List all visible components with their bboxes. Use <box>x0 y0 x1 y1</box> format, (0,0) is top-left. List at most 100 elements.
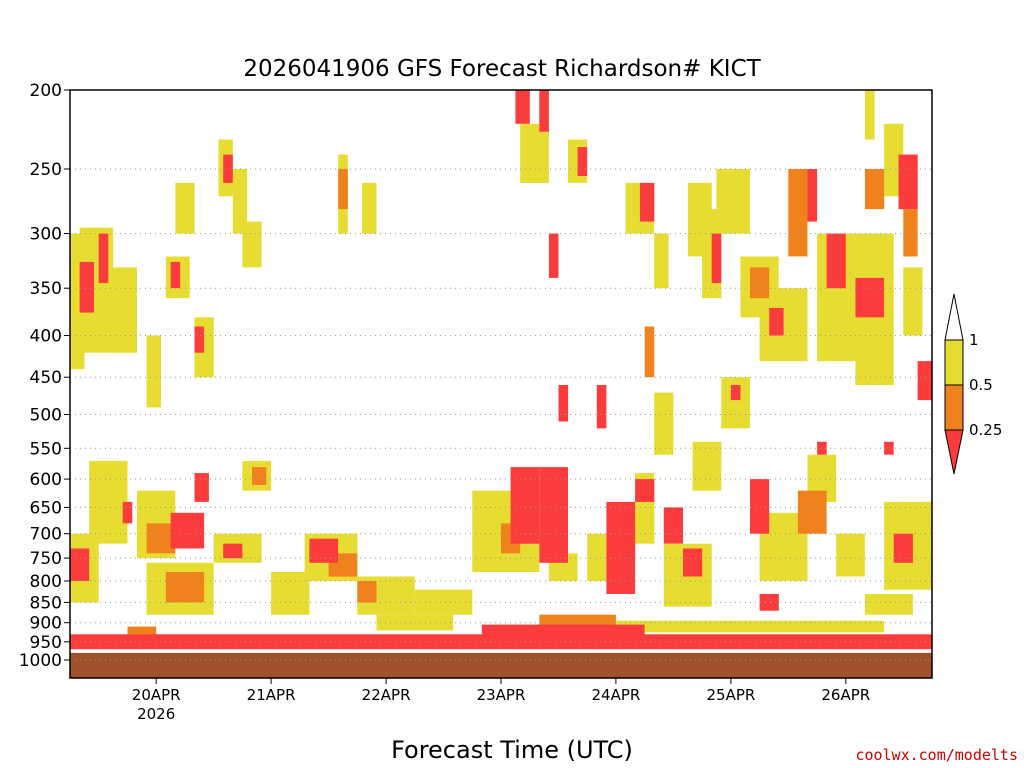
y-tick-label: 950 <box>30 633 62 653</box>
ri-region <box>730 385 741 401</box>
credit-link[interactable]: coolwx.com/modelts <box>855 746 1018 764</box>
ri-region <box>606 501 636 594</box>
ri-region <box>539 90 549 132</box>
ri-region <box>903 267 923 336</box>
ri-region <box>587 533 607 581</box>
y-tick-label: 900 <box>30 614 62 634</box>
y-tick-label: 850 <box>30 593 62 613</box>
ri-region <box>70 634 932 650</box>
ri-region <box>817 441 827 455</box>
ri-region <box>170 261 181 289</box>
ri-region <box>271 572 310 615</box>
ri-region <box>146 335 161 408</box>
y-tick-label: 250 <box>30 160 62 180</box>
y-tick-label: 750 <box>30 549 62 569</box>
ri-region <box>548 233 559 278</box>
ri-region <box>683 548 703 577</box>
ri-region <box>520 123 549 183</box>
ri-region <box>232 169 248 234</box>
ri-region <box>917 361 932 401</box>
ri-region <box>558 385 569 422</box>
ri-region <box>194 326 205 353</box>
colorbar-segment <box>944 339 964 386</box>
colorbar-segment <box>944 384 964 431</box>
ri-region <box>510 467 540 544</box>
ri-region <box>414 589 473 615</box>
colorbar-tick-label: 1 <box>969 331 979 349</box>
ri-region <box>750 479 770 534</box>
ri-regions <box>70 90 932 650</box>
ri-region <box>362 182 377 234</box>
ri-region <box>165 572 205 603</box>
y-tick-label: 350 <box>30 279 62 299</box>
y-tick-label: 200 <box>30 81 62 101</box>
ri-region <box>596 385 607 429</box>
y-tick-label: 400 <box>30 327 62 347</box>
y-tick-label: 700 <box>30 525 62 545</box>
ri-region <box>223 543 243 559</box>
ri-region <box>113 267 137 353</box>
y-tick-label: 450 <box>30 368 62 388</box>
colorbar: 1 0.5 0.25 <box>944 293 1002 475</box>
y-axis: 200 250 300 350 400 450 500 550 600 650 700 750 8008… <box>19 81 70 671</box>
ri-region <box>635 479 655 502</box>
ri-region <box>884 441 894 455</box>
ri-region <box>568 620 885 633</box>
ri-region <box>577 147 588 176</box>
ri-region <box>865 594 913 615</box>
ri-region <box>797 490 827 534</box>
x-tick-label: 24APR <box>591 686 640 704</box>
ri-region <box>639 182 655 222</box>
ri-region <box>79 261 94 313</box>
ri-region <box>865 90 875 140</box>
colorbar-tick-label: 0.25 <box>969 421 1002 439</box>
ri-region <box>98 233 109 284</box>
ri-region <box>127 626 157 637</box>
ri-region <box>175 182 195 234</box>
y-tick-label: 650 <box>30 498 62 518</box>
ri-region <box>481 624 645 637</box>
ri-region <box>338 169 348 210</box>
ri-region <box>89 460 128 544</box>
y-tick-label: 500 <box>30 406 62 426</box>
ri-region <box>903 209 918 257</box>
ri-region <box>769 307 784 336</box>
y-tick-label: 550 <box>30 439 62 459</box>
y-tick-label: 600 <box>30 470 62 490</box>
ri-region <box>515 90 530 124</box>
x-tick-label: 20APR <box>132 686 181 704</box>
colorbar-tick-label: 0.5 <box>969 376 993 394</box>
ri-region <box>252 467 267 485</box>
ri-region <box>865 169 885 210</box>
chart-title: 2026041906 GFS Forecast Richardson# KICT <box>243 56 761 82</box>
colorbar-bottom-arrow <box>944 429 964 475</box>
ri-region <box>826 233 846 289</box>
x-axis-label: Forecast Time (UTC) <box>391 736 633 764</box>
ri-region <box>539 614 616 627</box>
ri-region <box>759 594 779 611</box>
ri-region <box>750 267 770 299</box>
ri-region <box>122 501 133 524</box>
ri-region <box>692 441 722 491</box>
surface-band <box>70 652 932 678</box>
ri-region <box>898 154 918 210</box>
ri-region <box>654 233 669 289</box>
ri-region <box>376 614 454 631</box>
ri-region <box>807 169 818 222</box>
x-tick-label: 25APR <box>706 686 755 704</box>
y-tick-label: 1000 <box>19 651 62 671</box>
ri-region <box>242 221 262 268</box>
ri-region <box>309 538 339 563</box>
ri-region <box>644 326 655 378</box>
ri-region <box>788 169 808 257</box>
x-tick-label: 26APR <box>821 686 870 704</box>
ri-region <box>357 581 377 603</box>
y-tick-label: 800 <box>30 572 62 592</box>
ri-region <box>194 473 209 502</box>
ri-region <box>70 548 90 581</box>
ri-region <box>663 507 683 544</box>
x-tick-label: 23APR <box>477 686 526 704</box>
ri-region <box>721 377 750 429</box>
y-tick-label: 300 <box>30 225 62 245</box>
